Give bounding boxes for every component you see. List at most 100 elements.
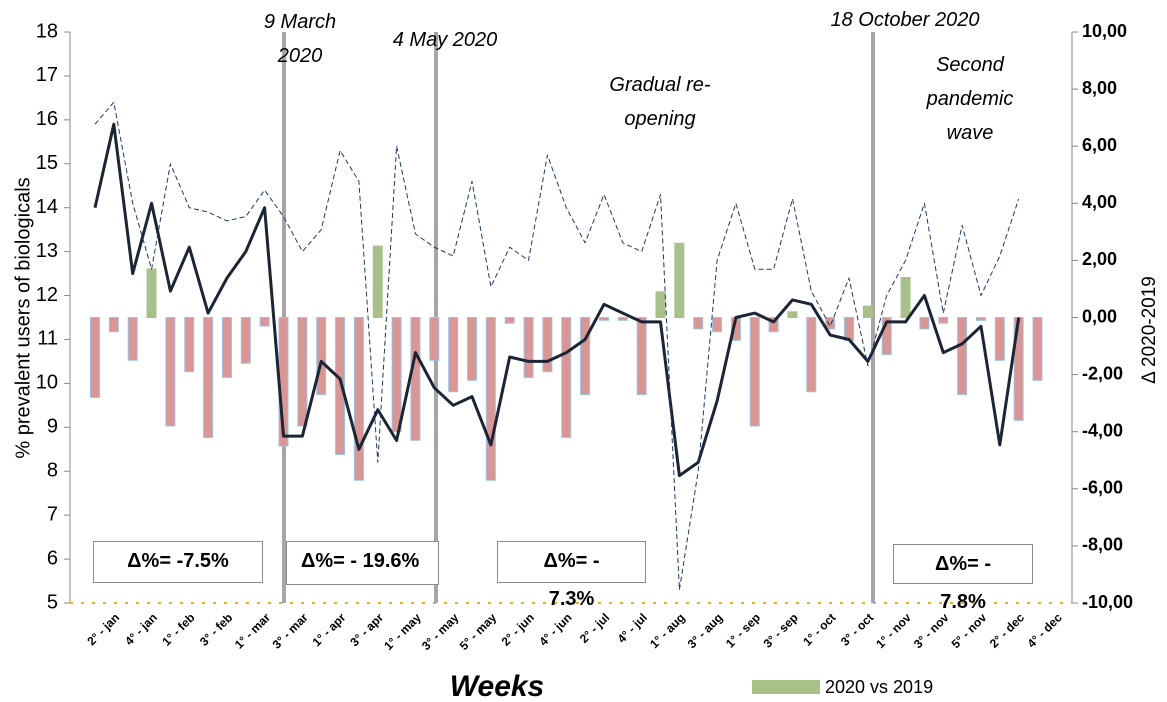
bar [712, 317, 723, 333]
x-tick-label: 4° - dec [1025, 610, 1065, 650]
bar [561, 317, 572, 438]
bar [975, 317, 986, 321]
bar [108, 317, 119, 333]
x-tick-label: 1° - feb [159, 610, 197, 648]
y-tick-label: 17 [36, 64, 58, 86]
y-tick-label: 7 [47, 503, 58, 525]
y2-axis-title: Δ 2020-2019 [1139, 276, 1160, 384]
bar [353, 317, 364, 481]
y-axis-title: % prevalent users of biologicals [12, 177, 34, 458]
y2-tick-label: -8,00 [1082, 535, 1123, 555]
bar [391, 317, 402, 433]
bar [598, 317, 609, 321]
x-tick-label: 1° - apr [310, 610, 349, 649]
bar [372, 245, 383, 318]
bar [1032, 317, 1043, 381]
y-tick-label: 16 [36, 108, 58, 130]
y-tick-label: 12 [36, 284, 58, 306]
bar [938, 317, 949, 324]
bar [504, 317, 515, 324]
bar [146, 268, 157, 318]
x-tick-label: 3° - aug [685, 610, 726, 651]
x-tick-label: 1° - mar [232, 610, 273, 651]
bar [617, 317, 628, 321]
x-tick-label: 2° - dec [987, 610, 1027, 650]
line [93, 122, 1021, 478]
bar [127, 317, 138, 361]
x-tick-label: 3° - mar [270, 610, 311, 651]
bar [768, 317, 779, 333]
y-tick-label: 8 [47, 460, 58, 482]
bar [259, 317, 270, 327]
y-tick-label: 13 [36, 240, 58, 262]
y2-tick-label: -2,00 [1082, 363, 1123, 383]
x-tick-label: 5° - may [457, 610, 500, 653]
bar [844, 317, 854, 341]
bar [994, 317, 1005, 361]
bar [693, 317, 704, 330]
x-tick-label: 1° - oct [800, 610, 838, 648]
y-tick-label: 10 [36, 372, 58, 394]
y2-tick-label: -4,00 [1082, 420, 1123, 440]
y-tick-label: 6 [47, 547, 58, 569]
bar [674, 242, 685, 319]
y-tick-label: 18 [36, 20, 58, 42]
x-tick-label: 3° - sep [761, 610, 801, 650]
annotation: 18 October 2020 [830, 9, 980, 31]
legend-label: 2020 vs 2019 [825, 677, 933, 697]
x-tick-label: 2° - jan [84, 610, 122, 648]
bar [655, 291, 666, 318]
delta-box: Δ%= -7.5% [93, 541, 263, 583]
bar [919, 317, 930, 330]
bar [580, 317, 591, 396]
bar [957, 317, 968, 396]
bar [523, 317, 534, 378]
y2-tick-label: 0,00 [1082, 306, 1117, 326]
bar [787, 311, 798, 319]
bar [485, 317, 496, 481]
bar [900, 277, 911, 318]
y-tick-label: 9 [47, 416, 58, 438]
y-tick-label: 11 [37, 328, 58, 350]
bar [165, 317, 176, 427]
bar [410, 317, 421, 441]
y-tick-label: 14 [36, 196, 58, 218]
bar [316, 317, 327, 396]
bar [221, 317, 232, 378]
x-tick-label: 1° - nov [873, 610, 914, 651]
bar [467, 317, 477, 381]
bar [240, 317, 251, 364]
line [94, 101, 1020, 591]
bar [542, 317, 553, 373]
y2-tick-label: 2,00 [1082, 249, 1117, 269]
x-tick-label: 3° - may [419, 610, 462, 653]
bar [203, 317, 214, 438]
x-tick-label: 3° - oct [838, 610, 876, 648]
y2-tick-label: 6,00 [1082, 135, 1117, 155]
delta-box: Δ%= - 7.3% [497, 541, 646, 610]
x-tick-label: 1° - may [381, 610, 424, 653]
delta-box: Δ%= - 19.6% [286, 541, 439, 585]
bar [749, 317, 760, 427]
x-tick-label: 1° - aug [647, 610, 688, 651]
bar [825, 317, 836, 330]
bar [184, 317, 195, 373]
bar [90, 317, 100, 398]
y2-tick-label: 8,00 [1082, 78, 1117, 98]
bar [335, 317, 346, 456]
bar [636, 317, 647, 396]
bar [806, 317, 817, 393]
bar [429, 317, 440, 361]
annotation: 9 March 2020 [263, 11, 337, 67]
bar [448, 317, 459, 393]
bar [881, 317, 892, 356]
y-tick-label: 5 [47, 591, 58, 613]
y2-tick-label: 4,00 [1082, 192, 1117, 212]
x-tick-label: 1° - sep [723, 610, 763, 650]
x-tick-label: 3° - feb [197, 610, 235, 648]
legend-swatch [752, 680, 820, 694]
y-tick-label: 15 [36, 152, 58, 174]
x-tick-label: 4° - jul [615, 610, 650, 645]
